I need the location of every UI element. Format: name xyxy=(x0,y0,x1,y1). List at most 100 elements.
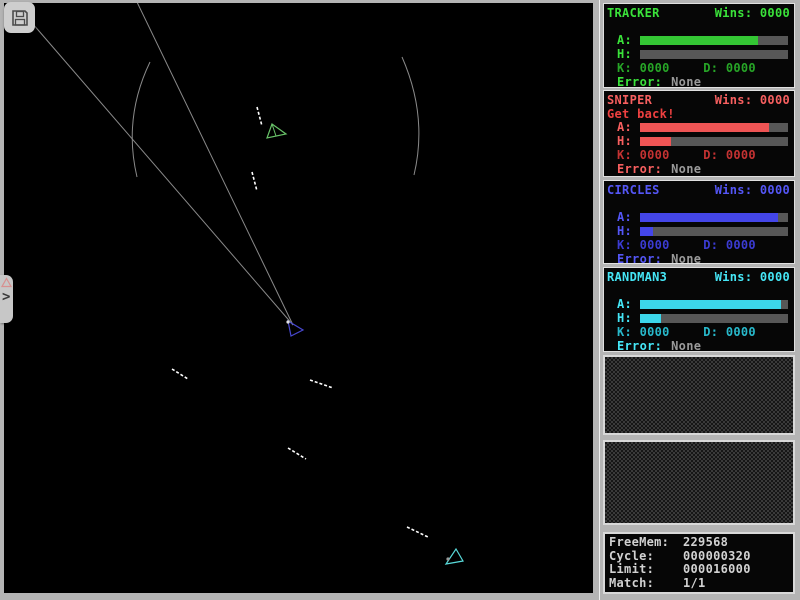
armor-bar xyxy=(640,212,788,222)
player-message xyxy=(604,197,794,210)
health-row: H: xyxy=(604,311,794,325)
kills-stat: K: 0000 xyxy=(617,61,670,75)
health-label: H: xyxy=(617,47,633,61)
projectile-streak xyxy=(171,368,189,380)
player-message xyxy=(604,284,794,297)
panel-title-row: RANDMAN3 Wins: 0000 xyxy=(604,270,794,284)
empty-slot-panel xyxy=(603,440,795,525)
robot-tracker xyxy=(266,123,288,139)
deaths-stat: D: 0000 xyxy=(703,238,756,252)
robot-circles xyxy=(287,319,305,337)
deaths-stat: D: 0000 xyxy=(703,61,756,75)
save-button[interactable] xyxy=(4,2,35,33)
player-panel-randman3: RANDMAN3 Wins: 0000 A: H: K: 0000 D: 000… xyxy=(603,267,795,353)
panel-title-row: TRACKER Wins: 0000 xyxy=(604,6,794,20)
kill-death-row: K: 0000 D: 0000 xyxy=(604,148,794,162)
health-row: H: xyxy=(604,134,794,148)
side-panel-tab[interactable]: > xyxy=(0,275,13,323)
wins-counter: Wins: 0000 xyxy=(714,6,790,20)
scan-arc xyxy=(401,56,420,176)
stat-label: Cycle: xyxy=(609,548,655,563)
error-value: None xyxy=(671,162,702,176)
player-message: Get back! xyxy=(607,107,675,121)
armor-bar xyxy=(640,299,788,309)
status-sidebar: TRACKER Wins: 0000 A: H: K: 0000 D: 0000… xyxy=(593,0,800,600)
health-label: H: xyxy=(617,224,633,238)
panel-title-row: CIRCLES Wins: 0000 xyxy=(604,183,794,197)
floppy-disk-icon xyxy=(11,9,28,26)
armor-row: A: xyxy=(604,210,794,224)
sidebar-divider xyxy=(599,0,600,600)
robot-triangle-icon xyxy=(1,277,12,288)
error-value: None xyxy=(671,339,702,353)
armor-label: A: xyxy=(617,297,633,311)
armor-label: A: xyxy=(617,33,633,47)
armor-row: A: xyxy=(604,120,794,134)
health-label: H: xyxy=(617,311,633,325)
deaths-stat: D: 0000 xyxy=(703,325,756,339)
stat-label: Limit: xyxy=(609,562,655,576)
stat-row-freemem: FreeMem: 229568 xyxy=(609,535,789,550)
error-row: Error: None xyxy=(604,339,794,353)
health-bar xyxy=(640,136,788,146)
error-label: Error: xyxy=(617,339,663,353)
panel-title-row: SNIPER Wins: 0000 xyxy=(604,93,794,107)
player-panel-sniper: SNIPER Wins: 0000 Get back! A: H: K: 000… xyxy=(603,90,795,177)
kills-stat: K: 0000 xyxy=(617,325,670,339)
player-name: RANDMAN3 xyxy=(607,270,668,284)
kill-death-row: K: 0000 D: 0000 xyxy=(604,325,794,339)
health-row: H: xyxy=(604,224,794,238)
projectile-streak xyxy=(256,106,263,127)
player-message xyxy=(604,20,794,33)
projectile-streak xyxy=(287,447,307,460)
error-row: Error: None xyxy=(604,75,794,89)
projectile-streak xyxy=(406,526,429,538)
error-label: Error: xyxy=(617,252,663,266)
player-name: CIRCLES xyxy=(607,183,660,197)
stat-row-cycle: Cycle: 000000320 xyxy=(609,548,789,564)
error-row: Error: None xyxy=(604,252,794,266)
error-value: None xyxy=(671,252,702,266)
robot-randman3 xyxy=(444,547,464,565)
health-bar xyxy=(640,49,788,59)
health-row: H: xyxy=(604,47,794,61)
armor-row: A: xyxy=(604,33,794,47)
stat-value: 229568 xyxy=(683,535,729,549)
player-panel-tracker: TRACKER Wins: 0000 A: H: K: 0000 D: 0000… xyxy=(603,3,795,89)
armor-row: A: xyxy=(604,297,794,311)
scanner-beam xyxy=(136,3,294,326)
stat-row-match: Match: 1/1 xyxy=(609,575,789,591)
health-bar xyxy=(640,226,788,236)
wins-counter: Wins: 0000 xyxy=(714,93,790,107)
kills-stat: K: 0000 xyxy=(617,238,670,252)
player-name: SNIPER xyxy=(607,93,653,107)
robot-randman3-marker xyxy=(446,557,450,561)
kills-stat: K: 0000 xyxy=(617,148,670,162)
match-stats-panel: FreeMem: 229568 Cycle: 000000320 Limit: … xyxy=(603,532,795,594)
error-label: Error: xyxy=(617,75,663,89)
armor-bar xyxy=(640,35,788,45)
robot-circles-marker xyxy=(286,320,290,324)
arena-canvas xyxy=(25,3,464,565)
armor-label: A: xyxy=(617,210,633,224)
error-value: None xyxy=(671,75,702,89)
health-bar xyxy=(640,313,788,323)
armor-bar xyxy=(640,122,788,132)
wins-counter: Wins: 0000 xyxy=(714,270,790,284)
scan-arc xyxy=(131,61,151,178)
battle-arena xyxy=(4,3,593,593)
robot-tracker-heading xyxy=(271,123,277,137)
wins-counter: Wins: 0000 xyxy=(714,183,790,197)
expand-chevron-icon: > xyxy=(2,289,11,305)
stat-value: 000016000 xyxy=(683,562,751,576)
stat-value: 000000320 xyxy=(683,548,751,563)
stat-row-limit: Limit: 000016000 xyxy=(609,562,789,577)
stat-label: FreeMem: xyxy=(609,535,670,549)
projectile-streak xyxy=(309,379,334,389)
armor-label: A: xyxy=(617,120,633,134)
stat-label: Match: xyxy=(609,575,655,590)
kill-death-row: K: 0000 D: 0000 xyxy=(604,238,794,252)
error-row: Error: None xyxy=(604,162,794,176)
kill-death-row: K: 0000 D: 0000 xyxy=(604,61,794,75)
